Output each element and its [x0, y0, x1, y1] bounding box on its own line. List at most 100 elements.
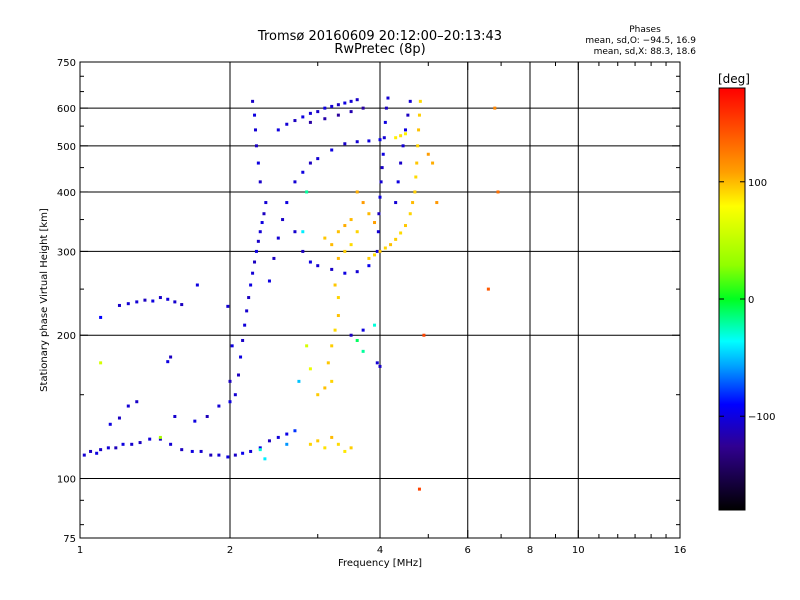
- data-point: [403, 132, 407, 136]
- data-point: [394, 201, 398, 205]
- data-point: [253, 128, 257, 132]
- data-point: [367, 256, 371, 260]
- chart-subtitle: RwPretec (8p): [334, 42, 425, 57]
- data-point: [253, 260, 257, 264]
- y-tick-label: 300: [57, 247, 76, 258]
- y-tick-label: 75: [63, 534, 76, 545]
- data-point: [166, 360, 170, 364]
- data-point: [138, 441, 142, 445]
- y-axis-ticks: 75 100 200 300 400 500 600 750: [57, 58, 680, 545]
- data-point: [251, 271, 255, 275]
- data-point: [394, 237, 398, 241]
- data-point: [158, 435, 162, 439]
- data-point: [378, 138, 382, 142]
- data-point: [355, 98, 359, 102]
- data-point: [267, 279, 271, 283]
- data-point: [361, 328, 365, 332]
- x-tick-label: 16: [674, 545, 687, 556]
- data-point: [376, 230, 380, 234]
- data-point: [333, 283, 337, 287]
- chart-title: Tromsø 20160609 20:12:00–20:13:43: [257, 29, 502, 44]
- data-point: [326, 361, 330, 365]
- data-point: [114, 446, 118, 450]
- data-point: [343, 449, 347, 453]
- data-point: [169, 442, 173, 446]
- data-point: [264, 201, 268, 205]
- data-point: [417, 128, 421, 132]
- x-tick-label: 2: [227, 545, 233, 556]
- data-point: [373, 221, 377, 225]
- data-point: [386, 96, 390, 100]
- data-point: [389, 243, 393, 247]
- data-point: [411, 201, 415, 205]
- data-point: [241, 338, 245, 342]
- data-point: [435, 201, 439, 205]
- data-point: [293, 180, 297, 184]
- data-point: [375, 249, 379, 253]
- data-point: [343, 271, 347, 275]
- data-point: [378, 249, 382, 253]
- data-point: [308, 442, 312, 446]
- data-point: [336, 296, 340, 300]
- data-point: [233, 453, 237, 457]
- data-point: [82, 453, 86, 457]
- data-point: [343, 142, 347, 146]
- data-point: [349, 243, 353, 247]
- data-point: [301, 115, 305, 119]
- data-point: [399, 231, 403, 235]
- data-point: [106, 446, 110, 450]
- data-point: [256, 161, 260, 165]
- data-point: [236, 373, 240, 377]
- data-point: [383, 120, 387, 124]
- data-point: [305, 344, 309, 348]
- data-point: [415, 161, 419, 165]
- data-point: [493, 106, 497, 110]
- x-tick-label: 10: [572, 545, 585, 556]
- data-point: [130, 442, 134, 446]
- data-point: [281, 218, 285, 222]
- data-point: [301, 230, 305, 234]
- data-point: [399, 134, 403, 138]
- y-tick-label: 400: [57, 188, 76, 199]
- y-axis-label: Stationary phase Virtual Height [km]: [39, 208, 50, 392]
- data-point: [267, 439, 271, 443]
- data-point: [378, 364, 382, 368]
- data-point: [276, 435, 280, 439]
- data-point: [383, 246, 387, 250]
- data-point: [431, 161, 435, 165]
- data-point: [380, 166, 384, 170]
- data-point: [249, 449, 253, 453]
- x-tick-label: 1: [77, 545, 83, 556]
- data-point: [258, 230, 262, 234]
- data-point: [377, 212, 381, 216]
- data-point: [297, 379, 301, 383]
- colorbar-tick-label: 0: [748, 295, 754, 306]
- data-point: [117, 416, 121, 420]
- data-point: [378, 195, 382, 199]
- data-point: [316, 157, 320, 161]
- data-point: [285, 432, 289, 436]
- y-tick-label: 500: [57, 142, 76, 153]
- data-point: [361, 201, 365, 205]
- data-point: [308, 161, 312, 165]
- data-point: [333, 328, 337, 332]
- data-point: [263, 457, 267, 461]
- data-point: [379, 180, 383, 184]
- data-point: [496, 190, 500, 194]
- data-point: [330, 379, 334, 383]
- data-point: [323, 117, 327, 121]
- data-point: [158, 437, 162, 441]
- data-points: [82, 96, 500, 491]
- data-point: [89, 449, 93, 453]
- data-point: [99, 315, 103, 319]
- data-point: [316, 110, 320, 114]
- data-point: [226, 304, 230, 308]
- x-tick-label: 4: [377, 545, 383, 556]
- data-point: [301, 170, 305, 174]
- data-point: [293, 429, 297, 433]
- data-point: [108, 422, 112, 426]
- data-point: [417, 113, 421, 117]
- data-point: [330, 243, 334, 247]
- data-point: [336, 314, 340, 318]
- data-point: [205, 414, 209, 418]
